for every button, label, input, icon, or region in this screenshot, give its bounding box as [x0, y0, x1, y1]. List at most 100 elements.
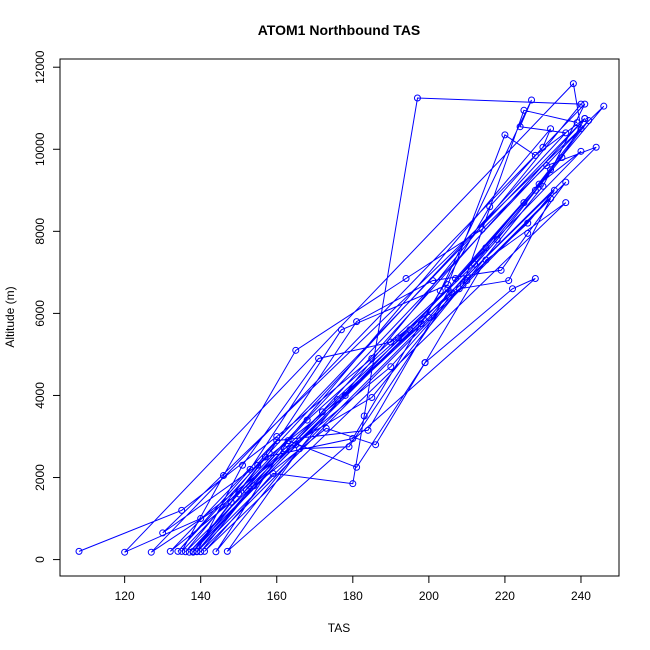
data-point: [322, 424, 330, 432]
data-point: [147, 548, 155, 556]
data-point: [417, 320, 425, 328]
data-point: [178, 506, 186, 514]
data-point: [493, 236, 501, 244]
y-tick-label: 12000: [33, 50, 47, 84]
data-point: [250, 482, 258, 490]
data-point: [193, 547, 201, 555]
data-point: [394, 334, 402, 342]
data-point: [516, 123, 524, 131]
data-point: [269, 469, 277, 477]
data-point: [197, 515, 205, 523]
data-point: [368, 394, 376, 402]
data-point: [581, 114, 589, 122]
data-point: [486, 203, 494, 211]
data-point: [501, 131, 509, 139]
data-point: [239, 461, 247, 469]
data-point: [547, 195, 555, 203]
data-point: [189, 547, 197, 555]
data-point: [159, 529, 167, 537]
data-point: [573, 119, 581, 127]
data-point: [562, 178, 570, 186]
data-point: [181, 548, 189, 556]
y-tick-label: 8000: [33, 218, 47, 245]
x-tick-label: 220: [495, 589, 515, 603]
y-tick-label: 0: [33, 556, 47, 563]
data-point: [296, 445, 304, 453]
data-point: [429, 277, 437, 285]
data-point: [242, 486, 250, 494]
data-point: [121, 548, 129, 556]
data-point: [254, 461, 262, 469]
data-point: [292, 441, 300, 449]
data-point: [345, 443, 353, 451]
data-point: [528, 96, 536, 104]
x-tick-label: 160: [267, 589, 287, 603]
data-point: [273, 432, 281, 440]
y-axis-label: Altitude (m): [3, 286, 17, 347]
data-point: [509, 285, 517, 293]
series-points: [75, 80, 608, 556]
data-point: [284, 437, 292, 445]
data-point: [524, 229, 532, 237]
data-point: [520, 106, 528, 114]
data-point: [360, 412, 368, 420]
data-point: [543, 162, 551, 170]
data-point: [562, 129, 570, 137]
data-point: [212, 548, 220, 556]
plot-area-frame: [59, 58, 620, 577]
data-point: [436, 287, 444, 295]
data-point: [482, 256, 490, 264]
data-point: [280, 445, 288, 453]
data-point: [197, 548, 205, 556]
data-point: [337, 326, 345, 334]
data-point: [531, 186, 539, 194]
data-point: [470, 260, 478, 268]
data-point: [524, 219, 532, 227]
data-point: [448, 289, 456, 297]
data-point: [520, 199, 528, 207]
data-point: [585, 117, 593, 125]
data-point: [550, 186, 558, 194]
data-point: [353, 463, 361, 471]
data-point: [482, 244, 490, 252]
chart-title: ATOM1 Northbound TAS: [258, 22, 421, 38]
data-point: [292, 346, 300, 354]
data-point: [531, 275, 539, 283]
data-point: [463, 277, 471, 285]
x-tick-label: 240: [571, 589, 591, 603]
x-tick-label: 120: [115, 589, 135, 603]
x-tick-label: 200: [419, 589, 439, 603]
data-point: [444, 285, 452, 293]
series-lines: [78, 82, 605, 553]
data-point: [75, 547, 83, 555]
data-point: [315, 355, 323, 363]
data-point: [413, 94, 421, 102]
data-point: [539, 182, 547, 190]
data-point: [581, 100, 589, 108]
y-tick-label: 4000: [33, 382, 47, 409]
y-axis: 0 2000 4000 6000 8000 10000 12000: [33, 50, 61, 563]
data-point: [174, 547, 182, 555]
data-point: [455, 285, 463, 293]
x-axis: 120 140 160 180 200 220 240: [115, 575, 591, 603]
data-point: [349, 435, 357, 443]
data-point: [402, 275, 410, 283]
y-tick-label: 6000: [33, 300, 47, 327]
x-axis-label: TAS: [328, 621, 350, 635]
data-point: [318, 408, 326, 416]
data-point: [547, 125, 555, 133]
data-point: [353, 318, 361, 326]
data-point: [547, 166, 555, 174]
data-point: [478, 225, 486, 233]
data-point: [577, 100, 585, 108]
x-tick-label: 140: [191, 589, 211, 603]
data-point: [178, 547, 186, 555]
y-tick-label: 10000: [33, 132, 47, 166]
data-point: [368, 355, 376, 363]
data-point: [505, 277, 513, 285]
data-point: [558, 153, 566, 161]
data-point: [562, 199, 570, 207]
data-point: [364, 426, 372, 434]
data-point: [444, 281, 452, 289]
